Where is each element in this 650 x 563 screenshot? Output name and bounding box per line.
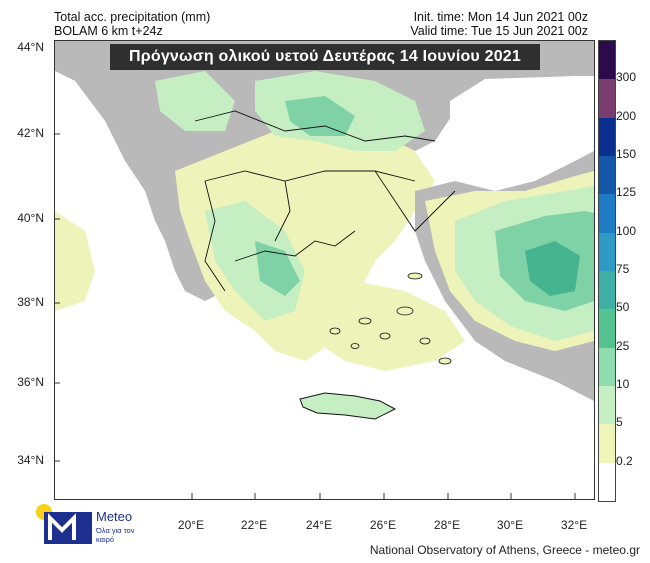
aegean-islands bbox=[329, 272, 452, 365]
colorbar-label: 300 bbox=[616, 70, 637, 85]
greece-light bbox=[175, 121, 435, 361]
lon-label-30: 30°E bbox=[496, 518, 524, 532]
lon-label-22: 22°E bbox=[240, 518, 268, 532]
header-right: Init. time: Mon 14 Jun 2021 00z Valid ti… bbox=[410, 10, 588, 38]
colorbar-label: 150 bbox=[616, 147, 637, 161]
colorbar-segment bbox=[599, 424, 615, 463]
colorbar-segment bbox=[599, 156, 615, 195]
colorbar-label: 100 bbox=[616, 223, 637, 238]
colorbar-label: 10 bbox=[616, 377, 630, 391]
map-title: Πρόγνωση ολικού υετού Δευτέρας 14 Ιουνίο… bbox=[110, 44, 540, 70]
colorbar-label: 200 bbox=[616, 108, 637, 123]
map-canvas bbox=[55, 41, 594, 499]
colorbar-label: 0.2 bbox=[616, 453, 633, 468]
lon-label-32: 32°E bbox=[560, 518, 588, 532]
colorbar-segment bbox=[599, 232, 615, 271]
init-time-label: Init. time: Mon 14 Jun 2021 00z bbox=[413, 10, 588, 24]
lat-label-44: 44°N bbox=[17, 40, 44, 54]
lon-label-24: 24°E bbox=[305, 518, 333, 532]
colorbar-segment bbox=[599, 41, 615, 80]
adriatic-sea bbox=[55, 71, 165, 251]
colorbar-label: 50 bbox=[616, 300, 630, 315]
variable-label: Total acc. precipitation (mm) bbox=[54, 10, 211, 24]
colorbar-segment bbox=[599, 271, 615, 310]
aegean-light bbox=[305, 281, 465, 371]
crete-island bbox=[299, 392, 397, 420]
colorbar-segment bbox=[599, 79, 615, 118]
colorbar-label: 125 bbox=[616, 185, 637, 200]
italy-heel bbox=[55, 211, 95, 311]
colorbar-label: 25 bbox=[616, 338, 630, 353]
colorbar-label: 75 bbox=[616, 262, 630, 276]
black-sea bbox=[450, 76, 594, 191]
country-borders bbox=[194, 110, 456, 292]
colorbar-segment bbox=[599, 462, 615, 501]
meteo-logo bbox=[36, 504, 92, 544]
lat-label-38: 38°N bbox=[17, 295, 44, 309]
precipitation-colorbar bbox=[598, 40, 616, 502]
precipitation-map bbox=[54, 40, 595, 500]
balkan-green-2 bbox=[285, 96, 355, 136]
lon-label-28: 28°E bbox=[433, 518, 461, 532]
lat-label-36: 36°N bbox=[17, 375, 44, 389]
colorbar-segment bbox=[599, 117, 615, 156]
header-left: Total acc. precipitation (mm) BOLAM 6 km… bbox=[54, 10, 210, 38]
colorbar-segment bbox=[599, 194, 615, 233]
colorbar-segment bbox=[599, 386, 615, 425]
logo-name: Meteo bbox=[96, 509, 133, 524]
lon-label-26: 26°E bbox=[369, 518, 397, 532]
anatolia-high bbox=[525, 241, 580, 296]
colorbar-label: 5 bbox=[616, 415, 623, 430]
model-label: BOLAM 6 km t+24z bbox=[54, 24, 163, 38]
colorbar-segment bbox=[599, 347, 615, 386]
lat-label-42: 42°N bbox=[17, 126, 44, 140]
logo-tagline: Όλα για τον καιρό bbox=[96, 526, 135, 544]
lat-label-34: 34°N bbox=[17, 453, 44, 467]
lon-label-20: 20°E bbox=[177, 518, 205, 532]
graticule-ticks bbox=[55, 133, 576, 499]
credit-text: National Observatory of Athens, Greece -… bbox=[369, 543, 640, 557]
lat-label-40: 40°N bbox=[17, 211, 44, 225]
greece-west-mid bbox=[255, 241, 300, 296]
valid-time-label: Valid time: Tue 15 Jun 2021 00z bbox=[410, 24, 588, 38]
colorbar-segment bbox=[599, 309, 615, 348]
